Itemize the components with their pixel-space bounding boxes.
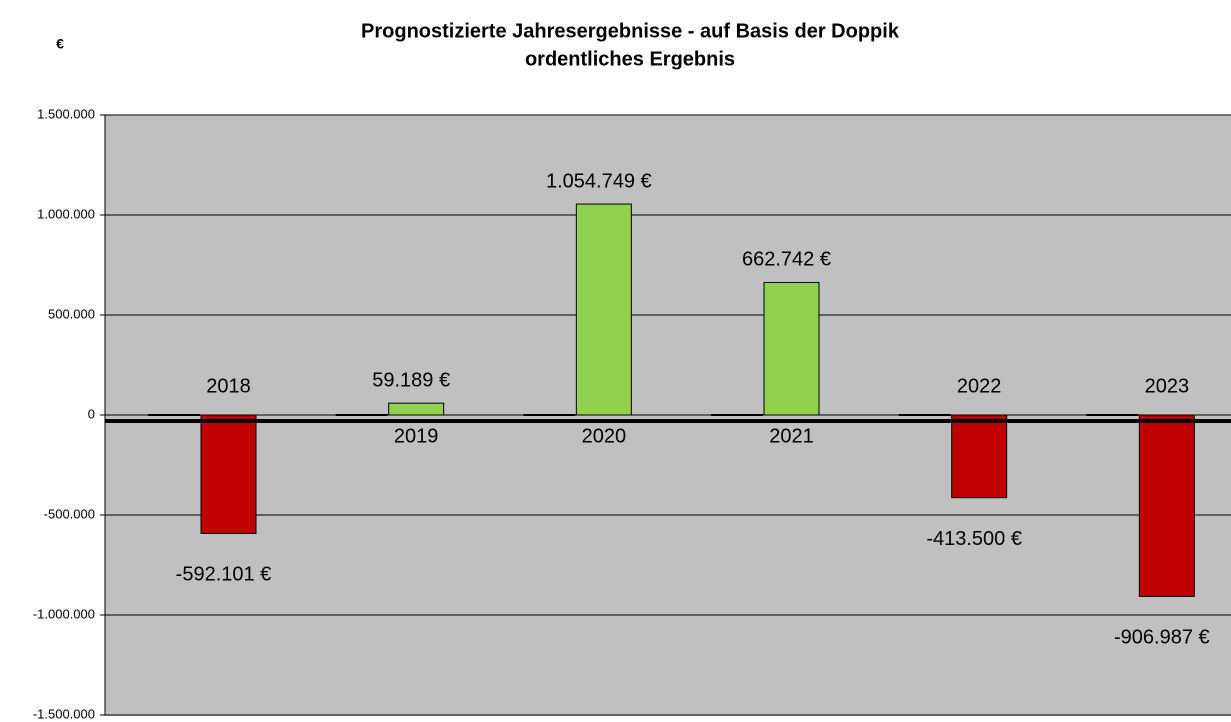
x-tick-label: 2018 <box>206 375 251 397</box>
y-tick-label: -1.000.000 <box>33 606 95 621</box>
y-tick-label: -500.000 <box>44 506 95 521</box>
value-label: 662.742 € <box>742 249 831 271</box>
y-tick-label: 1.000.000 <box>37 206 95 221</box>
bar <box>575 203 632 416</box>
y-tick-label: 0 <box>88 406 95 421</box>
value-label: -413.500 € <box>926 528 1022 550</box>
value-label: 1.054.749 € <box>546 170 652 192</box>
y-axis-label: € <box>56 36 64 52</box>
x-tick-label: 2019 <box>394 425 439 447</box>
y-tick-label: -1.500.000 <box>33 706 95 721</box>
x-tick-label: 2022 <box>957 375 1002 397</box>
x-tick-label: 2023 <box>1145 375 1190 397</box>
value-label: 59.189 € <box>372 369 450 391</box>
chart-subtitle: ordentliches Ergebnis <box>525 48 735 70</box>
value-label: -592.101 € <box>176 564 272 586</box>
y-tick-label: 1.500.000 <box>37 106 95 121</box>
bar <box>388 402 445 416</box>
chart-title: Prognostizierte Jahresergebnisse - auf B… <box>361 20 900 42</box>
x-tick-label: 2021 <box>769 425 814 447</box>
y-tick-label: 500.000 <box>48 306 95 321</box>
bar <box>200 414 257 534</box>
x-tick-label: 2020 <box>582 425 627 447</box>
bar <box>951 414 1008 499</box>
bar <box>1138 414 1195 597</box>
value-label: -906.987 € <box>1114 627 1210 649</box>
bar <box>763 281 820 416</box>
